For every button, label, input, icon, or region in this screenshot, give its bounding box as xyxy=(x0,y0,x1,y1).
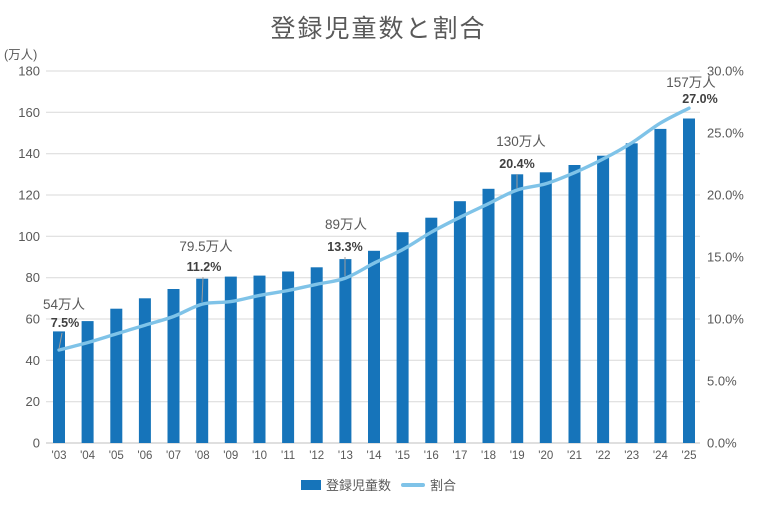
x-axis-tick-label: '08 xyxy=(195,450,210,462)
bar-16 xyxy=(425,217,438,443)
legend-label-ratio: 割合 xyxy=(430,478,457,493)
x-axis-tick-label: '20 xyxy=(538,450,553,462)
bar-24 xyxy=(654,128,667,443)
annotation-value-label: 89万人 xyxy=(325,217,368,232)
x-axis-tick-label: '18 xyxy=(481,450,496,462)
bar-18 xyxy=(482,188,495,443)
annotation-pct-label: 13.3% xyxy=(327,240,362,254)
x-axis-tick-label: '24 xyxy=(653,450,669,462)
bar-17 xyxy=(453,201,466,443)
right-axis-tick-label: 0.0% xyxy=(707,436,737,451)
legend-line-swatch-icon xyxy=(401,482,425,487)
annotation-value-label: 79.5万人 xyxy=(179,239,233,254)
left-axis-tick-label: 20 xyxy=(26,394,40,409)
left-axis-tick-label: 60 xyxy=(26,312,40,327)
bar-05 xyxy=(110,308,123,443)
x-axis-tick-label: '09 xyxy=(223,450,238,462)
bar-22 xyxy=(597,155,610,443)
bar-15 xyxy=(396,232,409,443)
annotation-leader-line xyxy=(58,332,63,350)
left-axis-tick-label: 80 xyxy=(26,270,40,285)
x-axis-tick-label: '25 xyxy=(682,450,697,462)
x-axis-tick-label: '15 xyxy=(395,450,410,462)
x-axis-tick-label: '03 xyxy=(52,450,67,462)
left-axis-tick-label: 120 xyxy=(18,188,40,203)
legend-item-registered-children: 登録児童数 xyxy=(300,475,391,494)
annotation-pct-label: 20.4% xyxy=(499,157,534,171)
annotation-value-label: 130万人 xyxy=(496,134,546,149)
bar-25 xyxy=(683,118,695,443)
x-axis-tick-label: '19 xyxy=(510,450,525,462)
right-axis-tick-label: 15.0% xyxy=(707,250,744,265)
right-axis-tick-label: 5.0% xyxy=(707,374,737,389)
annotation-pct-label: 7.5% xyxy=(51,316,80,330)
bar-19 xyxy=(511,174,524,444)
annotation-pct-label: 11.2% xyxy=(187,260,222,274)
bar-09 xyxy=(224,276,237,443)
chart-title: 登録児童数と割合 xyxy=(270,15,487,43)
x-axis-tick-label: '05 xyxy=(109,450,124,462)
left-axis-tick-label: 180 xyxy=(18,64,40,79)
left-axis-tick-label: 0 xyxy=(33,436,40,451)
legend-bar-swatch-icon xyxy=(300,479,321,490)
right-axis-tick-label: 20.0% xyxy=(707,188,744,203)
left-axis-tick-label: 160 xyxy=(18,105,40,120)
bar-23 xyxy=(625,143,638,444)
bar-06 xyxy=(138,298,151,443)
right-axis-tick-label: 30.0% xyxy=(707,64,744,79)
annotation-leader-line xyxy=(201,276,204,303)
bar-12 xyxy=(310,267,323,443)
x-axis-tick-label: '21 xyxy=(567,450,582,462)
x-axis-tick-label: '16 xyxy=(424,450,439,462)
left-axis-unit-label: (万人) xyxy=(4,48,38,62)
left-axis-tick-label: 100 xyxy=(18,229,40,244)
annotation-pct-label: 27.0% xyxy=(682,92,717,106)
left-axis-tick-label: 140 xyxy=(18,146,40,161)
x-axis-tick-label: '13 xyxy=(338,450,353,462)
x-axis-tick-label: '07 xyxy=(166,450,181,462)
annotation-value-label: 54万人 xyxy=(43,297,86,312)
x-axis-tick-label: '06 xyxy=(137,450,152,462)
left-axis-tick-label: 40 xyxy=(26,353,40,368)
x-axis-tick-label: '11 xyxy=(281,450,295,462)
right-axis-tick-label: 10.0% xyxy=(707,312,744,327)
x-axis-tick-label: '14 xyxy=(367,450,383,462)
x-axis-tick-label: '23 xyxy=(624,450,639,462)
x-axis-tick-label: '22 xyxy=(596,450,611,462)
legend-item-ratio: 割合 xyxy=(401,475,456,494)
x-axis-tick-label: '12 xyxy=(309,450,324,462)
bar-10 xyxy=(253,275,266,443)
right-axis-tick-label: 25.0% xyxy=(707,126,744,141)
legend-label-registered-children: 登録児童数 xyxy=(325,478,391,493)
bar-07 xyxy=(167,289,180,443)
bar-21 xyxy=(568,165,581,443)
x-axis-tick-label: '17 xyxy=(452,450,467,462)
bar-04 xyxy=(81,321,94,443)
bar-11 xyxy=(282,271,295,443)
bar-08 xyxy=(196,278,209,443)
x-axis-tick-label: '10 xyxy=(252,450,267,462)
ratio-line xyxy=(57,106,691,352)
bar-13 xyxy=(339,259,352,443)
bar-03 xyxy=(53,331,65,443)
annotation-value-label: 157万人 xyxy=(666,75,716,90)
bar-14 xyxy=(368,250,380,443)
x-axis-tick-label: '04 xyxy=(80,450,96,462)
legend: 登録児童数 割合 xyxy=(0,475,757,494)
bar-20 xyxy=(539,172,552,444)
